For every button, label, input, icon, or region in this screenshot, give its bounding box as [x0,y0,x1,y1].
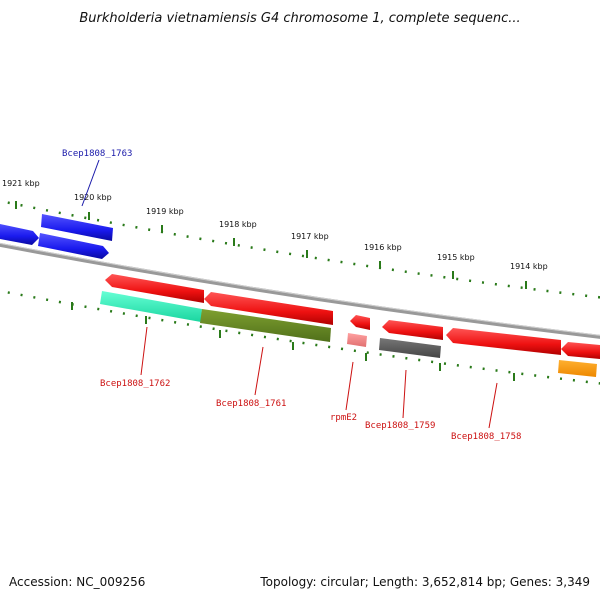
connector-1759 [402,369,407,419]
connector-1761 [254,346,264,396]
connector-1763 [81,159,100,207]
kbp-label-1915: 1915 kbp [437,253,475,262]
label-bcep1808-1761[interactable]: Bcep1808_1761 [216,399,286,409]
gene-bcep1808-1761[interactable] [200,309,331,342]
connector-1762 [140,326,148,376]
gene-red-3[interactable] [350,315,370,330]
kbp-label-1917: 1917 kbp [291,232,329,241]
gene-red-1[interactable] [105,274,204,303]
gene-red-6[interactable] [561,342,600,359]
label-rpme2[interactable]: rpmE2 [330,413,357,423]
gene-blue-left[interactable] [0,223,39,245]
gene-blue-second[interactable] [38,233,109,259]
gene-red-5[interactable] [446,328,561,355]
gene-red-4[interactable] [382,320,443,340]
topology-summary: Topology: circular; Length: 3,652,814 bp… [260,575,590,589]
connector-1758 [488,382,498,429]
kbp-label-1919: 1919 kbp [146,207,184,216]
label-bcep1808-1763[interactable]: Bcep1808_1763 [62,149,132,159]
gene-red-2[interactable] [204,292,333,325]
label-bcep1808-1758[interactable]: Bcep1808_1758 [451,432,521,442]
kbp-label-1921: 1921 kbp [2,179,40,188]
chromosome-backbone [0,242,600,339]
gene-rpme2[interactable] [347,333,367,347]
gene-bcep1808-1763[interactable] [41,214,113,241]
gene-bcep1808-1759[interactable] [379,338,441,358]
kbp-label-1914: 1914 kbp [510,262,548,271]
kbp-label-1920: 1920 kbp [74,193,112,202]
gene-orange[interactable] [558,360,597,377]
kbp-label-1916: 1916 kbp [364,243,402,252]
gene-bcep1808-1762[interactable] [100,291,202,322]
inner-major-ticks [71,302,515,381]
connector-rpme2 [345,361,354,411]
accession-text: Accession: NC_009256 [9,575,146,589]
outer-major-ticks [15,201,527,289]
label-bcep1808-1762[interactable]: Bcep1808_1762 [100,379,170,389]
label-bcep1808-1759[interactable]: Bcep1808_1759 [365,421,435,431]
map-title: Burkholderia vietnamiensis G4 chromosome… [79,11,521,26]
kbp-label-1918: 1918 kbp [219,220,257,229]
